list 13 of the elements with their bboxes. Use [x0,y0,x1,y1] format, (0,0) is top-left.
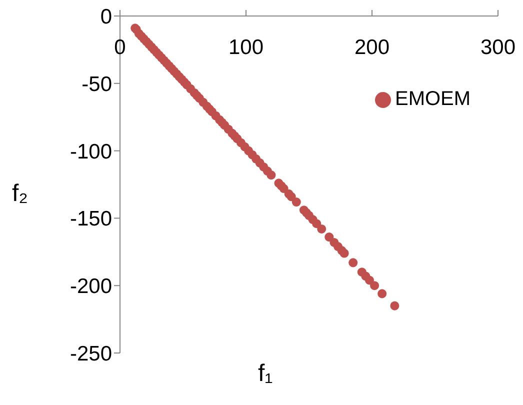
x-tick-label: 100 [228,36,264,59]
y-axis-title: f₂ [12,180,28,208]
y-tick-label: 0 [100,5,112,28]
y-tick-label: -100 [70,140,112,164]
y-tick-label: -200 [70,275,112,298]
x-tick-label: 0 [114,36,126,59]
y-tick-label: -150 [70,208,112,231]
x-tick-label: 300 [480,36,516,59]
x-axis-title: f₁ [258,360,273,388]
legend-label: EMOEM [395,88,471,110]
y-tick-label: -50 [82,72,112,96]
y-tick-label: -250 [70,342,112,366]
x-tick-label: 200 [354,36,390,59]
